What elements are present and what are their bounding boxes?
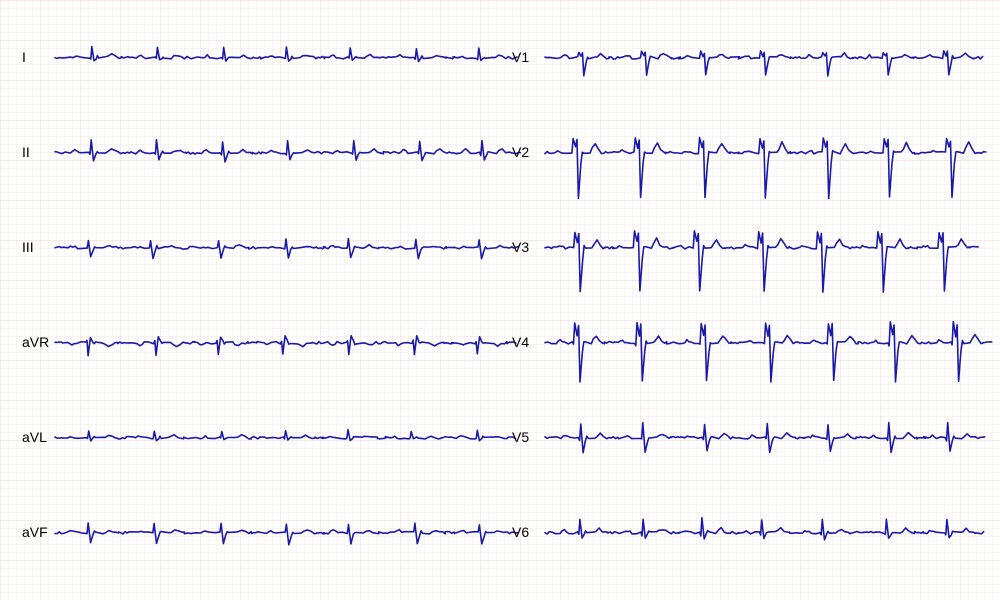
ecg-chart: IIIIIIaVRaVLaVFV1V2V3V4V5V6 [0, 0, 1000, 600]
lead-label-avf: aVF [22, 524, 48, 540]
lead-label-avl: aVL [22, 429, 47, 445]
lead-label-iii: III [22, 239, 34, 255]
lead-label-ii: II [22, 144, 30, 160]
lead-label-v3: V3 [512, 239, 529, 255]
ecg-grid [0, 0, 1000, 600]
lead-label-v2: V2 [512, 144, 529, 160]
ecg-svg: IIIIIIaVRaVLaVFV1V2V3V4V5V6 [0, 0, 1000, 600]
lead-label-v6: V6 [512, 524, 529, 540]
lead-label-v5: V5 [512, 429, 529, 445]
lead-label-v1: V1 [512, 49, 529, 65]
lead-label-i: I [22, 49, 26, 65]
lead-label-v4: V4 [512, 334, 529, 350]
lead-label-avr: aVR [22, 334, 49, 350]
